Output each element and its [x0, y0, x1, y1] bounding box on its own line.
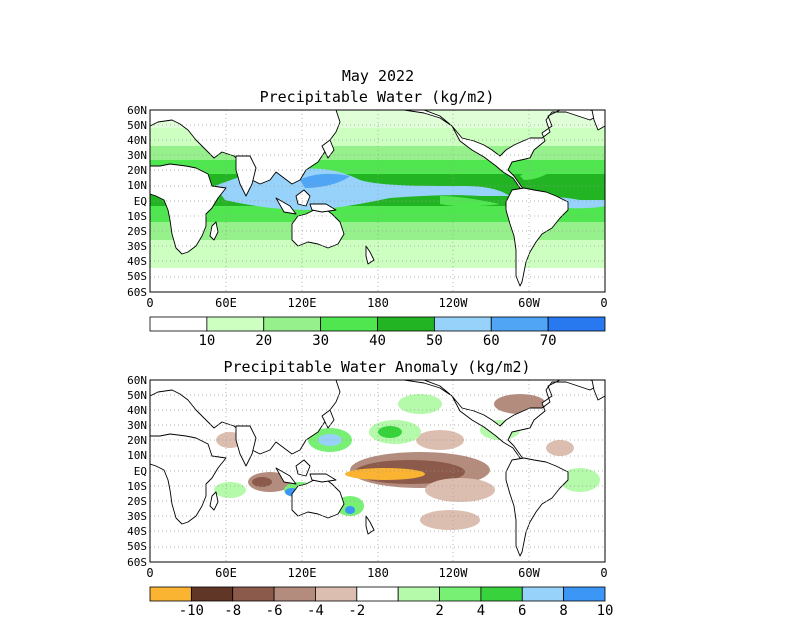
colorbar-label: 10 — [597, 603, 614, 618]
anomaly-lat-labels: 60N 50N 40N 30N 20N 10N EQ 10S 20S 30S 4… — [127, 374, 147, 569]
lat-label: 10S — [127, 480, 147, 493]
pw-title: Precipitable Water (kg/m2) — [260, 88, 495, 106]
lat-label: 50N — [127, 389, 147, 402]
colorbar-label: 60 — [483, 333, 500, 349]
colorbar-swatch — [521, 586, 565, 602]
lat-label: 20S — [127, 225, 147, 238]
lat-label: 60S — [127, 286, 147, 299]
colorbar-swatch — [397, 586, 440, 602]
lat-label: 10N — [127, 179, 147, 192]
lon-label: 120W — [439, 296, 469, 310]
colorbar-label: 40 — [369, 333, 386, 349]
lat-label: 40N — [127, 404, 147, 417]
lon-label: 60E — [215, 566, 237, 580]
colorbar-swatch — [206, 316, 265, 332]
anomaly-title: Precipitable Water Anomaly (kg/m2) — [223, 358, 530, 376]
pw-map — [149, 109, 606, 293]
colorbar-swatch — [315, 586, 358, 602]
month-title: May 2022 — [342, 67, 414, 85]
pw-colorbar: 10 20 30 40 50 60 70 — [149, 316, 606, 349]
colorbar-swatch — [433, 316, 492, 332]
colorbar-swatch — [232, 586, 275, 602]
colorbar-label: -4 — [307, 603, 324, 618]
lat-label: 50S — [127, 540, 147, 553]
colorbar-swatch — [490, 316, 549, 332]
colorbar-swatch — [149, 586, 192, 602]
lat-label: 40S — [127, 255, 147, 268]
lat-label: 60N — [127, 374, 147, 387]
colorbar-label: 70 — [540, 333, 557, 349]
lon-label: 0 — [146, 296, 153, 310]
colorbar-swatch — [439, 586, 482, 602]
colorbar-label: 10 — [198, 333, 215, 349]
lon-label: 180 — [367, 566, 389, 580]
lat-label: 20N — [127, 164, 147, 177]
colorbar-label: 50 — [426, 333, 443, 349]
lat-label: EQ — [134, 195, 147, 208]
colorbar-swatch — [190, 586, 234, 602]
lat-label: 20N — [127, 434, 147, 447]
colorbar-swatch — [273, 586, 316, 602]
lat-label: EQ — [134, 465, 147, 478]
pw-lon-labels: 0 60E 120E 180 120W 60W 0 — [146, 296, 607, 310]
pw-lat-labels: 60N 50N 40N 30N 20N 10N EQ 10S 20S 30S 4… — [127, 104, 147, 299]
lon-label: 60W — [518, 296, 540, 310]
colorbar-swatch — [547, 316, 606, 332]
colorbar-swatch — [356, 586, 399, 602]
lat-label: 10S — [127, 210, 147, 223]
colorbar-label: -10 — [179, 603, 204, 618]
lat-label: 60S — [127, 556, 147, 569]
lat-label: 40S — [127, 525, 147, 538]
colorbar-label: 2 — [435, 603, 443, 618]
lon-label: 60W — [518, 566, 540, 580]
lat-label: 20S — [127, 495, 147, 508]
lat-label: 10N — [127, 449, 147, 462]
lon-label: 0 — [146, 566, 153, 580]
lat-label: 50N — [127, 119, 147, 132]
lat-label: 50S — [127, 270, 147, 283]
anomaly-colorbar: -10 -8 -6 -4 -2 2 4 6 8 10 — [149, 586, 614, 618]
lat-label: 40N — [127, 134, 147, 147]
lon-label: 0 — [600, 296, 607, 310]
lat-label: 30S — [127, 240, 147, 253]
colorbar-label: -8 — [224, 603, 241, 618]
lon-label: 0 — [600, 566, 607, 580]
colorbar-label: -2 — [348, 603, 365, 618]
colorbar-swatch — [480, 586, 523, 602]
colorbar-swatch — [263, 316, 322, 332]
lon-label: 120W — [439, 566, 469, 580]
lat-label: 30S — [127, 510, 147, 523]
colorbar-label: -6 — [266, 603, 283, 618]
colorbar-swatch — [149, 316, 208, 332]
colorbar-label: 20 — [255, 333, 272, 349]
lon-label: 60E — [215, 296, 237, 310]
lat-label: 60N — [127, 104, 147, 117]
lon-label: 120E — [288, 296, 317, 310]
colorbar-swatch — [320, 316, 378, 332]
lat-label: 30N — [127, 149, 147, 162]
anomaly-map — [149, 379, 606, 563]
colorbar-label: 8 — [559, 603, 567, 618]
colorbar-swatch — [377, 316, 435, 332]
lon-label: 180 — [367, 296, 389, 310]
anomaly-lon-labels: 0 60E 120E 180 120W 60W 0 — [146, 566, 607, 580]
colorbar-label: 6 — [518, 603, 526, 618]
colorbar-swatch — [563, 586, 606, 602]
lon-label: 120E — [288, 566, 317, 580]
lat-label: 30N — [127, 419, 147, 432]
colorbar-label: 4 — [477, 603, 485, 618]
colorbar-label: 30 — [312, 333, 329, 349]
